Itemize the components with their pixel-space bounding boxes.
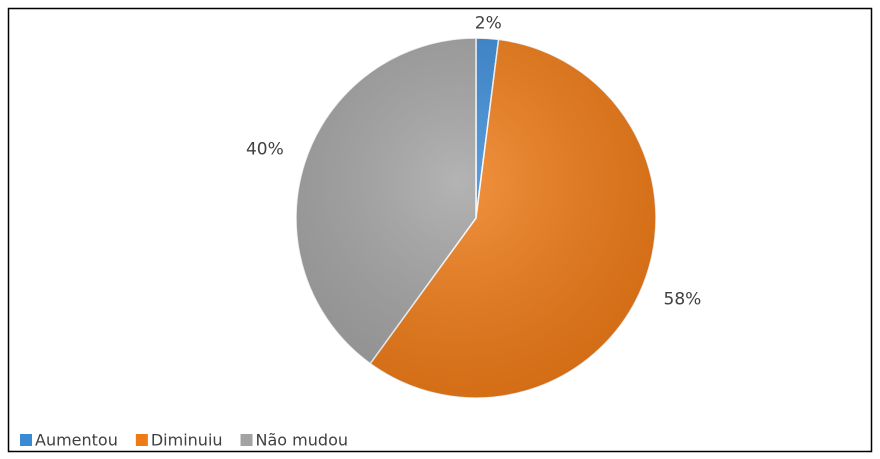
legend-label: Não mudou [256, 431, 348, 450]
data-label: 40% [246, 139, 284, 159]
legend-label: Diminuiu [151, 431, 223, 450]
data-label: 58% [664, 290, 702, 310]
legend-swatch [20, 434, 32, 446]
legend-swatch [240, 434, 253, 446]
legend-label: Aumentou [35, 431, 118, 450]
data-label: 2% [475, 13, 502, 33]
legend-swatch [135, 434, 148, 446]
